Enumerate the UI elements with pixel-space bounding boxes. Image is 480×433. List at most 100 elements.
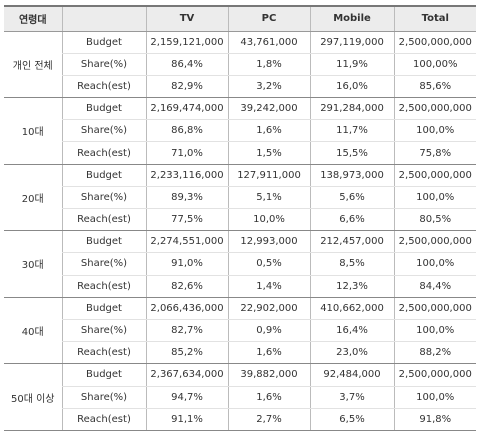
total-value: 80,5% [393, 208, 476, 232]
metric-label: Reach(est) [61, 141, 146, 165]
age-group-label: 50대 이상 [4, 363, 62, 431]
mobile-value: 5,6% [309, 186, 394, 210]
pc-value: 3,2% [227, 75, 310, 99]
table-row: Reach(est) 91,1% 2,7% 6,5% 91,8% [4, 408, 476, 431]
metric-label: Share(%) [61, 186, 146, 210]
total-value: 100,0% [393, 386, 476, 409]
total-value: 100,0% [393, 319, 476, 343]
mobile-value: 11,9% [309, 53, 394, 76]
table-row: Reach(est) 71,0% 1,5% 15,5% 75,8% [4, 141, 476, 165]
table-row: Reach(est) 82,6% 1,4% 12,3% 84,4% [4, 275, 476, 298]
pc-value: 0,9% [227, 319, 310, 343]
pc-value: 10,0% [227, 208, 310, 232]
table-row: Share(%) 94,7% 1,6% 3,7% 100,0% [4, 386, 476, 409]
total-value: 85,6% [393, 75, 476, 99]
mobile-value: 12,3% [309, 275, 394, 298]
mobile-value: 297,119,000 [309, 31, 394, 54]
mobile-value: 6,5% [309, 408, 394, 431]
mobile-value: 15,5% [309, 141, 394, 165]
mobile-value: 23,0% [309, 341, 394, 365]
mobile-value: 16,4% [309, 319, 394, 343]
table-row: 40대 Budget 2,066,436,000 22,902,000 410,662,… [4, 297, 476, 365]
table-row: 20대 Budget 2,233,116,000 127,911,000 138,973… [4, 164, 476, 232]
table-row: 10대 Budget 2,169,474,000 39,242,000 291,284,… [4, 97, 476, 165]
metric-label: Share(%) [61, 119, 146, 143]
mobile-value: 92,484,000 [309, 363, 394, 387]
table-row: 개인 전체 Budget 2,159,121,000 43,761,000 297,11… [4, 31, 476, 99]
total-value: 2,500,000,000 [393, 363, 476, 387]
header-mobile: Mobile [309, 5, 394, 32]
mobile-value: 410,662,000 [309, 297, 394, 320]
budget-table: 연령대 TV PC Mobile Total 개인 전체 Budget 2,159,… [4, 5, 476, 431]
header-tv: TV [145, 5, 228, 32]
header-total: Total [393, 5, 476, 32]
header-pc: PC [227, 5, 310, 32]
pc-value: 1,6% [227, 119, 310, 143]
table-row: Reach(est) 85,2% 1,6% 23,0% 88,2% [4, 341, 476, 365]
pc-value: 22,902,000 [227, 297, 310, 320]
mobile-value: 3,7% [309, 386, 394, 409]
total-value: 91,8% [393, 408, 476, 431]
mobile-value: 11,7% [309, 119, 394, 143]
pc-value: 0,5% [227, 252, 310, 276]
tv-value: 2,169,474,000 [145, 97, 228, 121]
table-row: Reach(est) 82,9% 3,2% 16,0% 85,6% [4, 75, 476, 99]
pc-value: 5,1% [227, 186, 310, 210]
mobile-value: 212,457,000 [309, 230, 394, 254]
age-group-label: 40대 [4, 297, 62, 365]
pc-value: 1,6% [227, 341, 310, 365]
age-group-label: 개인 전체 [4, 31, 62, 99]
table-row: Share(%) 91,0% 0,5% 8,5% 100,0% [4, 252, 476, 276]
header-metric [61, 5, 146, 32]
age-group-label: 10대 [4, 97, 62, 165]
mobile-value: 8,5% [309, 252, 394, 276]
pc-value: 39,242,000 [227, 97, 310, 121]
tv-value: 82,6% [145, 275, 228, 298]
pc-value: 2,7% [227, 408, 310, 431]
table-row: Share(%) 82,7% 0,9% 16,4% 100,0% [4, 319, 476, 343]
table-row: Share(%) 86,8% 1,6% 11,7% 100,0% [4, 119, 476, 143]
metric-label: Budget [61, 164, 146, 187]
metric-label: Share(%) [61, 319, 146, 343]
metric-label: Share(%) [61, 386, 146, 409]
table-row: 30대 Budget 2,274,551,000 12,993,000 212,457,… [4, 230, 476, 298]
total-value: 2,500,000,000 [393, 297, 476, 320]
age-group-label: 30대 [4, 230, 62, 298]
metric-label: Budget [61, 230, 146, 254]
tv-value: 2,233,116,000 [145, 164, 228, 187]
header-age-group: 연령대 [4, 5, 62, 32]
tv-value: 71,0% [145, 141, 228, 165]
table-body: 개인 전체 Budget 2,159,121,000 43,761,000 297,11… [4, 31, 476, 431]
metric-label: Share(%) [61, 53, 146, 76]
tv-value: 86,8% [145, 119, 228, 143]
total-value: 2,500,000,000 [393, 31, 476, 54]
tv-value: 2,159,121,000 [145, 31, 228, 54]
tv-value: 94,7% [145, 386, 228, 409]
pc-value: 43,761,000 [227, 31, 310, 54]
metric-label: Budget [61, 363, 146, 387]
total-value: 84,4% [393, 275, 476, 298]
pc-value: 1,6% [227, 386, 310, 409]
metric-label: Reach(est) [61, 341, 146, 365]
pc-value: 12,993,000 [227, 230, 310, 254]
total-value: 75,8% [393, 141, 476, 165]
total-value: 100,0% [393, 186, 476, 210]
total-value: 100,0% [393, 252, 476, 276]
table-row: Reach(est) 77,5% 10,0% 6,6% 80,5% [4, 208, 476, 232]
mobile-value: 6,6% [309, 208, 394, 232]
header-row: 연령대 TV PC Mobile Total [4, 5, 476, 32]
mobile-value: 16,0% [309, 75, 394, 99]
tv-value: 86,4% [145, 53, 228, 76]
total-value: 2,500,000,000 [393, 164, 476, 187]
tv-value: 77,5% [145, 208, 228, 232]
metric-label: Reach(est) [61, 75, 146, 99]
pc-value: 1,5% [227, 141, 310, 165]
metric-label: Reach(est) [61, 208, 146, 232]
total-value: 100,00% [393, 53, 476, 76]
tv-value: 89,3% [145, 186, 228, 210]
tv-value: 91,0% [145, 252, 228, 276]
metric-label: Reach(est) [61, 275, 146, 298]
mobile-value: 138,973,000 [309, 164, 394, 187]
table-row: 50대 이상 Budget 2,367,634,000 39,882,000 92,48… [4, 363, 476, 431]
metric-label: Budget [61, 297, 146, 320]
